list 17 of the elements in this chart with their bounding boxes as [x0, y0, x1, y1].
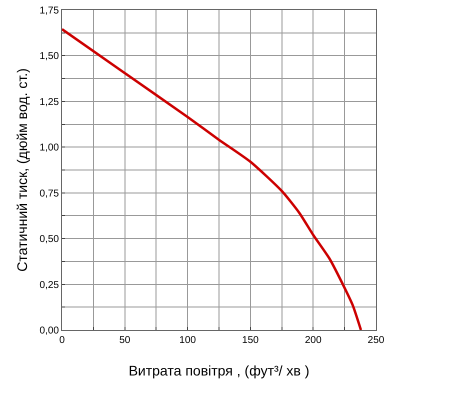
y-tick-label: 0,00: [40, 326, 60, 336]
y-tick-label: 1,00: [40, 142, 60, 154]
x-tick-label: 50: [119, 335, 131, 346]
x-tick-label: 150: [242, 335, 260, 346]
y-axis-title: Статичний тиск, (дюйм вод. ст.): [14, 68, 30, 272]
y-tick-label: 0,75: [40, 188, 60, 200]
x-tick-label: 0: [59, 335, 66, 346]
line-series: [62, 28, 362, 330]
y-tick-label: 1,25: [40, 96, 60, 108]
x-tick-label: 200: [304, 335, 322, 346]
y-tick-label: 0,50: [40, 234, 60, 246]
x-tick-label: 250: [368, 335, 385, 346]
x-axis-title: Витрата повітря , (фут³/ хв ): [128, 362, 310, 378]
y-tick-label: 1,75: [40, 6, 60, 16]
y-tick-label: 1,50: [40, 51, 60, 62]
y-tick-label: 0,25: [40, 280, 60, 291]
x-tick-label: 100: [179, 335, 196, 346]
